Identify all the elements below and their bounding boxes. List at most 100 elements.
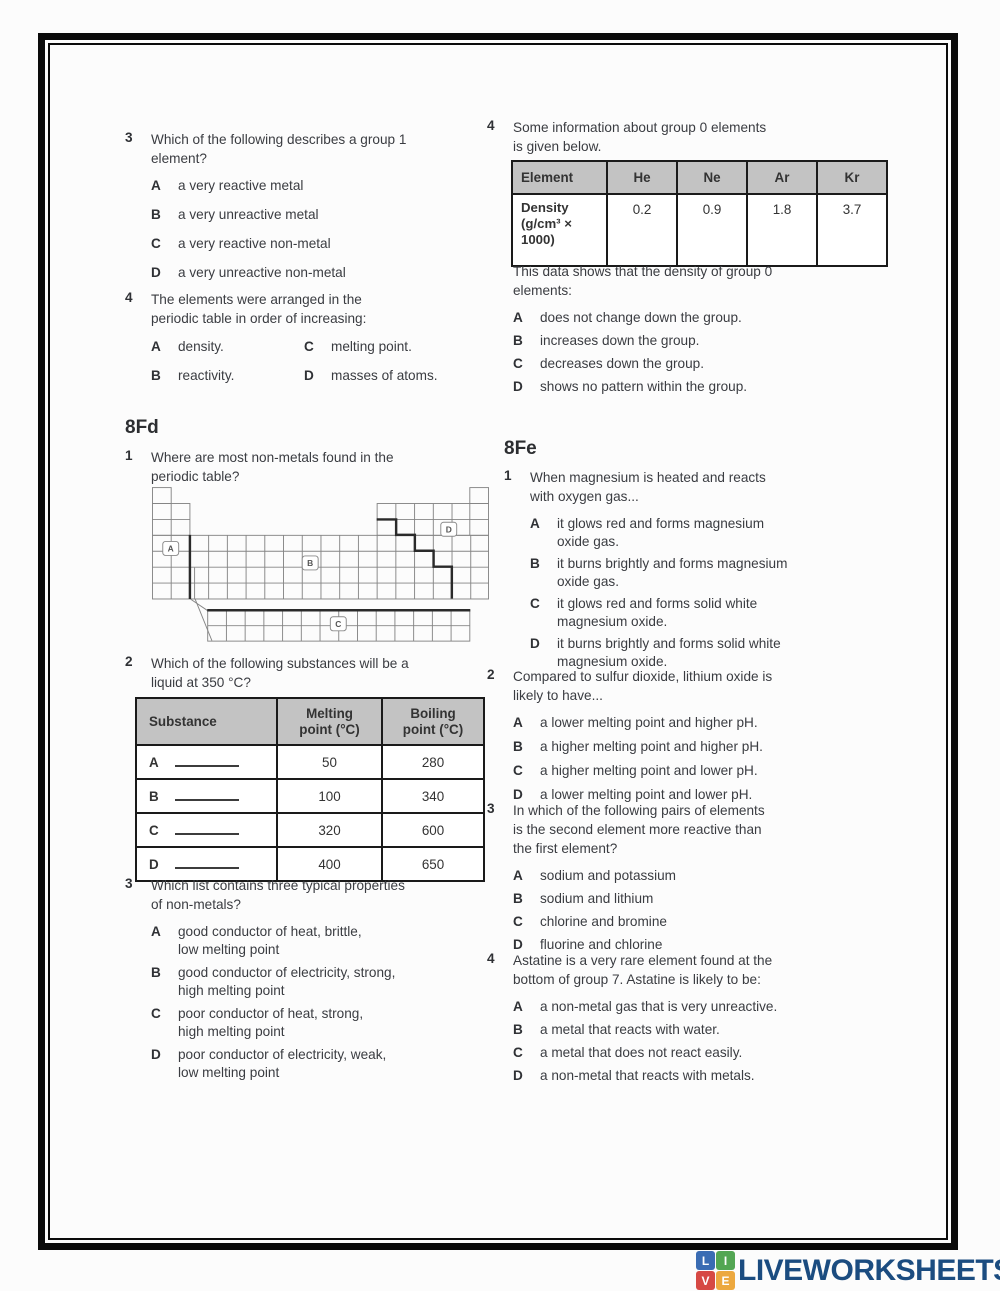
melting-value: 100 bbox=[276, 778, 383, 814]
option-letter: B bbox=[513, 1022, 523, 1037]
option-letter: C bbox=[513, 914, 523, 929]
question-number: 1 bbox=[504, 468, 512, 483]
question-number: 4 bbox=[487, 951, 495, 966]
option-text: increases down the group. bbox=[540, 333, 700, 348]
option-text: a very unreactive metal bbox=[178, 207, 319, 222]
option-letter: D bbox=[513, 1068, 523, 1083]
diagram-label-b: B bbox=[307, 558, 313, 568]
diagram-label-a: A bbox=[168, 544, 174, 554]
option-letter: D bbox=[530, 636, 540, 651]
option-letter: A bbox=[151, 339, 161, 354]
section-heading-8fe: 8Fe bbox=[504, 438, 537, 459]
option-text: good conductor of electricity, strong, hi… bbox=[178, 965, 396, 998]
worksheet-frame bbox=[38, 33, 958, 1250]
option-text: decreases down the group. bbox=[540, 356, 704, 371]
option-text: good conductor of heat, brittle, low melt… bbox=[178, 924, 362, 957]
density-value: 0.9 bbox=[676, 193, 748, 267]
density-value: 3.7 bbox=[816, 193, 888, 267]
metal-nonmetal-staircase bbox=[188, 518, 471, 612]
question-stem: Which of the following describes a group… bbox=[151, 132, 407, 166]
option-letter: A bbox=[530, 516, 540, 531]
question-number: 3 bbox=[125, 130, 133, 145]
row-letter: A bbox=[149, 755, 159, 770]
table-row: B 100 340 bbox=[135, 778, 485, 814]
question-number: 4 bbox=[487, 118, 495, 133]
question-fe-4: 4 Astatine is a very rare element found … bbox=[487, 951, 877, 1090]
question-stem: Compared to sulfur dioxide, lithium oxid… bbox=[513, 669, 773, 703]
answer-blank bbox=[174, 754, 239, 767]
option-text: poor conductor of heat, strong, high melt… bbox=[178, 1006, 364, 1039]
option-letter: D bbox=[513, 937, 523, 952]
table-header-row: Substance Melting point (°C) Boiling point… bbox=[135, 697, 485, 746]
liveworksheets-logo[interactable]: L I V E LIVEWORKSHEETS bbox=[696, 1251, 1000, 1290]
table-row: D 400 650 bbox=[135, 846, 485, 882]
answer-blank bbox=[174, 856, 239, 869]
option-letter: B bbox=[513, 333, 523, 348]
option-letter: B bbox=[530, 556, 540, 571]
option-text: a lower melting point and higher pH. bbox=[540, 715, 758, 730]
boiling-value: 600 bbox=[381, 812, 485, 848]
option-text: it glows red and forms solid white magnes… bbox=[557, 596, 758, 629]
question-stem: When magnesium is heated and reacts with… bbox=[530, 470, 766, 504]
answer-blank bbox=[174, 822, 239, 835]
question-left-3: 3 Which of the following describes a gro… bbox=[125, 130, 485, 293]
question-stem: Astatine is a very rare element found at… bbox=[513, 953, 773, 987]
question-fe-2: 2 Compared to sulfur dioxide, lithium ox… bbox=[487, 667, 877, 810]
diagram-label-d: D bbox=[446, 525, 452, 535]
option-letter: C bbox=[513, 763, 523, 778]
table-header-row: Element He Ne Ar Kr bbox=[511, 160, 888, 195]
option-letter: B bbox=[151, 368, 161, 383]
option-text: a lower melting point and lower pH. bbox=[540, 787, 753, 802]
question-stem: Some information about group 0 elements … bbox=[513, 120, 767, 154]
question-stem: Which of the following substances will b… bbox=[151, 656, 409, 690]
worksheet-frame-inner bbox=[48, 43, 948, 1240]
logo-tile-v: V bbox=[696, 1271, 715, 1290]
logo-tile-i: I bbox=[716, 1251, 735, 1270]
liveworksheets-logo-icon: L I V E bbox=[696, 1251, 735, 1290]
option-text: reactivity. bbox=[178, 368, 235, 383]
option-text: it burns brightly and forms solid white m… bbox=[557, 636, 781, 669]
density-table: Element He Ne Ar Kr Density (g/cm³ × 100… bbox=[511, 160, 888, 267]
question-left-4: 4 The elements were arranged in the peri… bbox=[125, 290, 485, 385]
option-text: fluorine and chlorine bbox=[540, 937, 663, 952]
logo-tile-l: L bbox=[696, 1251, 715, 1270]
header-ne: Ne bbox=[676, 160, 748, 195]
option-text: it glows red and forms magnesium oxide ga… bbox=[557, 516, 765, 549]
table-row: A 50 280 bbox=[135, 744, 485, 780]
section-heading-8fd: 8Fd bbox=[125, 417, 159, 438]
option-text: it burns brightly and forms magnesium oxi… bbox=[557, 556, 788, 589]
question-fe-3: 3 In which of the following pairs of ele… bbox=[487, 801, 877, 959]
option-letter: B bbox=[513, 891, 523, 906]
option-text: melting point. bbox=[331, 339, 412, 354]
option-text: does not change down the group. bbox=[540, 310, 742, 325]
density-row-label: Density (g/cm³ × 1000) bbox=[511, 193, 608, 267]
density-value: 1.8 bbox=[746, 193, 818, 267]
row-letter: D bbox=[149, 857, 159, 872]
option-text: sodium and potassium bbox=[540, 868, 677, 883]
logo-tile-e: E bbox=[716, 1271, 735, 1290]
question-fd-2: 2 Which of the following substances will… bbox=[125, 654, 485, 692]
option-text: a very reactive non-metal bbox=[178, 236, 331, 251]
